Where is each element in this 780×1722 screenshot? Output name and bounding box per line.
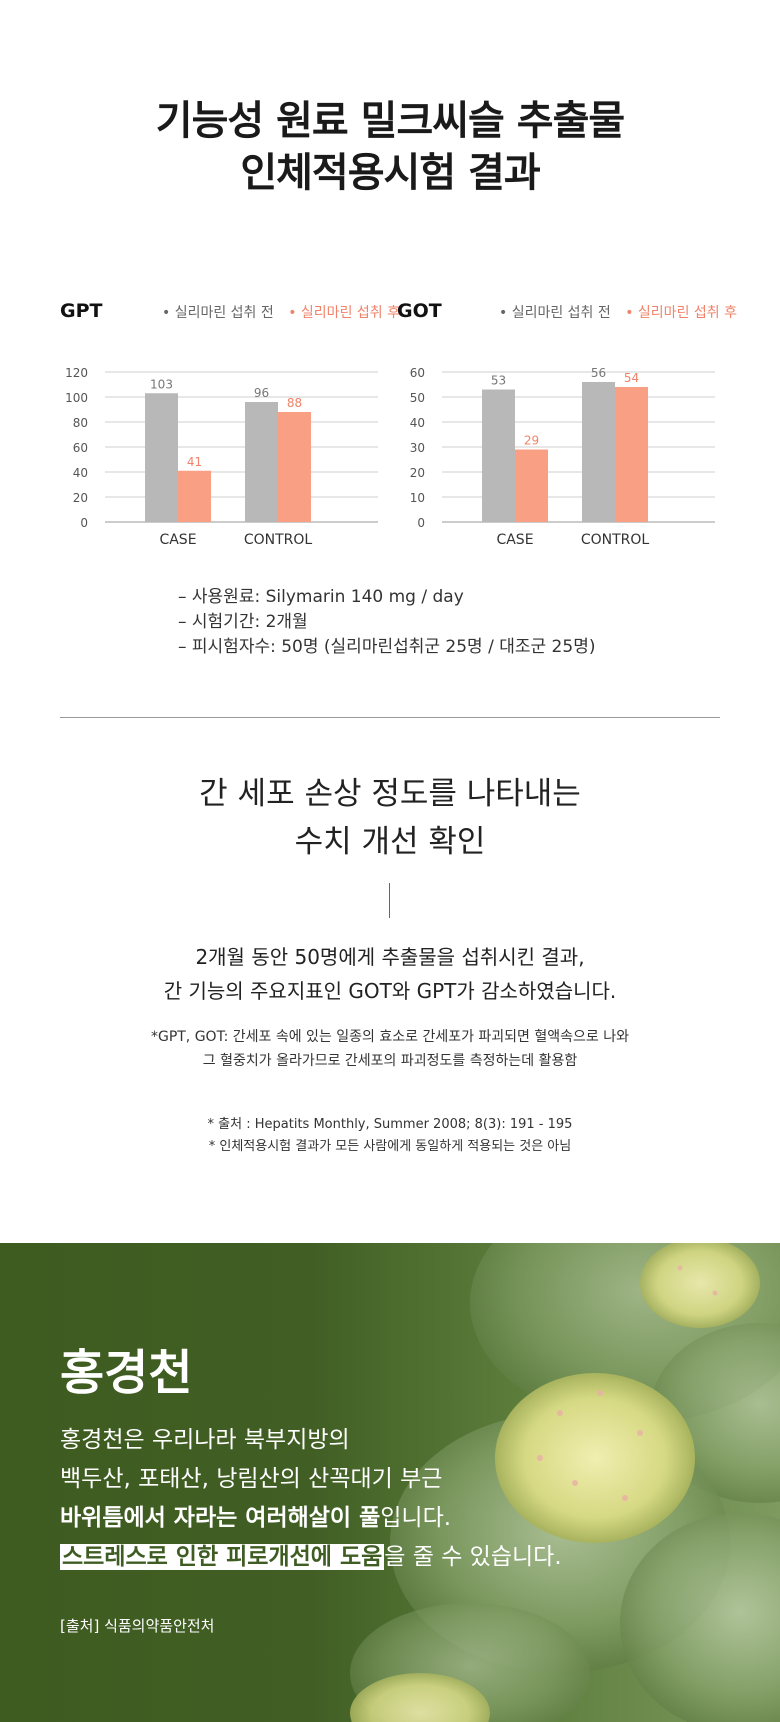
got-chart: GOT • 실리마린 섭취 전 • 실리마린 섭취 후 0 10 20 30 40 50 6… — [397, 300, 737, 560]
bar — [582, 382, 615, 522]
description-line2: 간 기능의 주요지표인 GOT와 GPT가 감소하였습니다. — [163, 979, 617, 1003]
test-notes: – 사용원료: Silymarin 140 mg / day – 시험기간: 2… — [178, 585, 595, 660]
result-heading-line1: 간 세포 손상 정도를 나타내는 — [199, 776, 581, 812]
herb-plant-image — [350, 1243, 780, 1722]
bar-value-label: 29 — [524, 434, 539, 448]
bar — [278, 412, 311, 522]
herb-line1: 홍경천은 우리나라 북부지방의 — [60, 1427, 350, 1453]
bar-value-label: 103 — [150, 377, 173, 391]
vertical-divider — [389, 883, 390, 918]
result-heading-line2: 수치 개선 확인 — [294, 824, 486, 860]
bar-value-label: 53 — [491, 374, 506, 388]
y-tick-label: 60 — [73, 441, 88, 455]
footnote-line1: *GPT, GOT: 간세포 속에 있는 일종의 효소로 간세포가 파괴되면 혈… — [150, 1029, 630, 1045]
x-category-label: CONTROL — [581, 532, 650, 548]
description-line1: 2개월 동안 50명에게 추출물을 섭취시킨 결과, — [195, 945, 585, 969]
x-category-label: CASE — [159, 532, 196, 548]
note-period: – 시험기간: 2개월 — [178, 612, 308, 632]
bar — [482, 389, 515, 522]
bar-value-label: 54 — [624, 371, 639, 385]
result-description: 2개월 동안 50명에게 추출물을 섭취시킨 결과, 간 기능의 주요지표인 G… — [0, 940, 780, 1008]
note-subjects: – 피시험자수: 50명 (실리마린섭취군 25명 / 대조군 25명) — [178, 637, 596, 657]
herb-line3: 바위틈에서 자라는 여러해살이 풀입니다. — [60, 1499, 562, 1538]
gpt-chart-legend: • 실리마린 섭취 전 • 실리마린 섭취 후 — [162, 302, 400, 322]
y-tick-label: 40 — [410, 416, 425, 430]
bar — [245, 402, 278, 522]
legend-after: • 실리마린 섭취 후 — [288, 305, 400, 321]
y-tick-label: 80 — [73, 416, 88, 430]
herb-section: 홍경천 홍경천은 우리나라 북부지방의 백두산, 포태산, 낭림산의 산꼭대기 … — [0, 1243, 780, 1722]
source-line1: * 출처 : Hepatits Monthly, Summer 2008; 8(… — [207, 1117, 573, 1132]
legend-before: • 실리마린 섭취 전 — [161, 305, 274, 321]
herb-line3-bold: 바위틈에서 자라는 여러해살이 풀 — [60, 1505, 381, 1531]
footnote-line2: 그 혈중치가 올라가므로 간세포의 파괴정도를 측정하는데 활용함 — [202, 1053, 578, 1069]
y-tick-label: 10 — [410, 491, 425, 505]
y-tick-label: 120 — [65, 366, 88, 380]
gpt-chart-title: GPT — [60, 300, 103, 322]
herb-source: [출처] 식품의약품안전처 — [60, 1617, 215, 1635]
herb-description: 홍경천은 우리나라 북부지방의 백두산, 포태산, 낭림산의 산꼭대기 부근 바… — [60, 1421, 562, 1577]
note-material: – 사용원료: Silymarin 140 mg / day — [178, 587, 464, 607]
gpt-chart: GPT • 실리마린 섭취 전 • 실리마린 섭취 후 0 20 40 60 80 100… — [60, 300, 400, 560]
got-chart-legend: • 실리마린 섭취 전 • 실리마린 섭취 후 — [499, 302, 737, 322]
y-tick-label: 40 — [73, 466, 88, 480]
y-tick-label: 60 — [410, 366, 425, 380]
x-category-label: CONTROL — [244, 532, 313, 548]
gpt-chart-plot: 0 20 40 60 80 100 120 103 41 CASE 96 88 CONTROL — [65, 366, 378, 548]
bar-value-label: 41 — [187, 455, 202, 469]
page-title-line1: 기능성 원료 밀크씨슬 추출물 — [155, 98, 625, 144]
page-title: 기능성 원료 밀크씨슬 추출물 인체적용시험 결과 — [0, 95, 780, 199]
legend-before: • 실리마린 섭취 전 — [498, 305, 611, 321]
herb-title: 홍경천 — [60, 1345, 193, 1401]
y-tick-label: 0 — [80, 516, 88, 530]
page-title-line2: 인체적용시험 결과 — [240, 150, 540, 196]
y-tick-label: 50 — [410, 391, 425, 405]
y-tick-label: 20 — [73, 491, 88, 505]
bar — [515, 449, 548, 522]
bar-value-label: 88 — [287, 396, 302, 410]
got-chart-plot: 0 10 20 30 40 50 60 53 29 CASE 56 54 CONTROL — [410, 366, 715, 548]
enzyme-footnote: *GPT, GOT: 간세포 속에 있는 일종의 효소로 간세포가 파괴되면 혈… — [0, 1025, 780, 1073]
got-chart-title: GOT — [397, 300, 442, 322]
source-line2: * 인체적용시험 결과가 모든 사람에게 동일하게 적용되는 것은 아님 — [208, 1139, 572, 1154]
herb-line4: 스트레스로 인한 피로개선에 도움을 줄 수 있습니다. — [60, 1538, 562, 1577]
bar — [615, 387, 648, 522]
y-tick-label: 30 — [410, 441, 425, 455]
bar-value-label: 56 — [591, 366, 606, 380]
y-tick-label: 100 — [65, 391, 88, 405]
herb-line3-rest: 입니다. — [380, 1505, 452, 1531]
herb-line2: 백두산, 포태산, 낭림산의 산꼭대기 부근 — [60, 1466, 443, 1492]
y-tick-label: 0 — [417, 516, 425, 530]
result-heading: 간 세포 손상 정도를 나타내는 수치 개선 확인 — [0, 770, 780, 866]
section-divider — [60, 717, 720, 718]
herb-line4-rest: 을 줄 수 있습니다. — [384, 1544, 562, 1570]
x-category-label: CASE — [496, 532, 533, 548]
legend-after: • 실리마린 섭취 후 — [625, 305, 737, 321]
bar — [145, 393, 178, 522]
bar-value-label: 96 — [254, 386, 269, 400]
bar — [178, 470, 211, 522]
y-tick-label: 20 — [410, 466, 425, 480]
herb-line4-highlight: 스트레스로 인한 피로개선에 도움 — [60, 1544, 385, 1570]
study-source: * 출처 : Hepatits Monthly, Summer 2008; 8(… — [0, 1114, 780, 1158]
